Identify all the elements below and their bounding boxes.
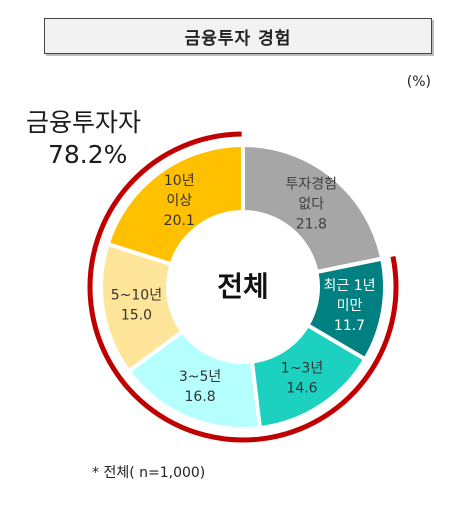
investor-highlight-arc bbox=[87, 131, 399, 443]
footnote: * 전체( n=1,000) bbox=[92, 465, 206, 481]
slice-label-2: 1~3년 14.6 bbox=[281, 360, 323, 396]
slice-label-3: 3~5년 16.8 bbox=[179, 369, 221, 405]
chart-title-box: 금융투자 경험 bbox=[44, 18, 432, 54]
center-label: 전체 bbox=[217, 270, 269, 303]
pie-slice-0 bbox=[241, 142, 385, 275]
slice-label-5: 10년 이상 20.1 bbox=[164, 173, 195, 229]
slice-label-4: 5~10년 15.0 bbox=[111, 288, 162, 324]
unit-label: (%) bbox=[406, 74, 431, 90]
pie-slice-3 bbox=[125, 328, 263, 431]
pie-slice-5 bbox=[105, 142, 245, 267]
slice-label-1: 최근 1년 미만 11.7 bbox=[324, 278, 376, 334]
investor-label: 금융투자자 bbox=[26, 108, 142, 137]
slice-label-0: 투자경험 없다 21.8 bbox=[286, 176, 338, 232]
chart-title: 금융투자 경험 bbox=[184, 28, 292, 49]
investor-value: 78.2% bbox=[48, 140, 128, 169]
